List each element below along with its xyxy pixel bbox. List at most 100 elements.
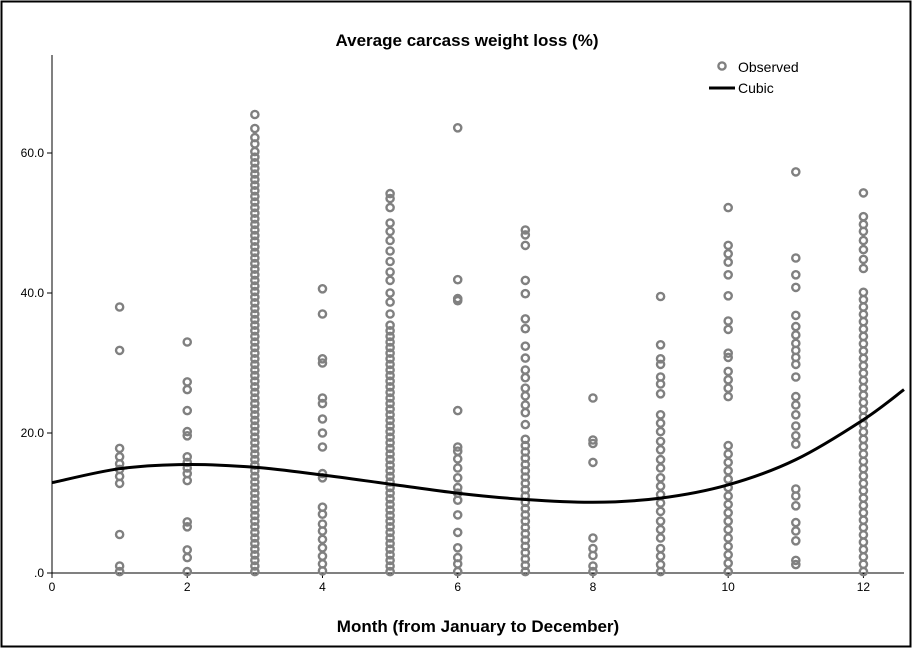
observed-point [791, 372, 801, 382]
observed-point [723, 290, 733, 301]
observed-point [791, 430, 801, 441]
observed-point [250, 264, 260, 275]
observed-point [250, 213, 260, 224]
observed-point [250, 314, 260, 325]
observed-point [385, 309, 395, 319]
observed-point [385, 370, 395, 381]
observed-point [250, 421, 260, 431]
observed-point [182, 426, 193, 437]
observed-point [385, 561, 395, 571]
x-axis-label: Month (from January to December) [337, 617, 619, 636]
observed-point [182, 468, 193, 479]
observed-point [250, 191, 260, 202]
observed-point [250, 169, 260, 179]
observed-point [655, 454, 666, 465]
observed-point [520, 230, 531, 240]
observed-point [250, 550, 260, 560]
observed-point [791, 555, 801, 566]
observed-point [588, 566, 598, 577]
x-tick-label: 8 [590, 580, 597, 594]
observed-point [858, 235, 869, 246]
observed-point [250, 185, 260, 196]
observed-point [791, 484, 801, 494]
observed-point [317, 393, 328, 403]
observed-point [250, 342, 260, 353]
observed-point [182, 545, 193, 555]
observed-point [250, 365, 260, 375]
observed-point [250, 376, 260, 387]
observed-point [452, 463, 463, 473]
observed-point [250, 561, 260, 571]
observed-point [250, 320, 260, 331]
observed-point [791, 167, 801, 177]
observed-point [385, 267, 395, 277]
observed-point [385, 331, 395, 342]
observed-point [858, 188, 869, 198]
observed-point [858, 254, 869, 265]
observed-point [655, 481, 666, 492]
x-tick-label: 10 [722, 580, 736, 594]
observed-point [385, 359, 395, 370]
observed-point [250, 359, 260, 370]
observed-point [250, 482, 260, 493]
chart-title: Average carcass weight loss (%) [336, 31, 599, 50]
observed-point [250, 381, 260, 392]
observed-point [385, 404, 395, 415]
y-tick-label: .0 [34, 566, 44, 580]
observed-point [791, 559, 801, 570]
observed-point [791, 282, 801, 293]
observed-point [385, 393, 395, 403]
observed-point [250, 297, 260, 308]
observed-point [385, 544, 395, 555]
observed-point [385, 522, 395, 532]
observed-point [520, 419, 531, 430]
observed-point [385, 421, 395, 431]
observed-point [317, 353, 328, 364]
observed-point [385, 527, 395, 538]
observed-point [385, 471, 395, 482]
x-tick-label: 0 [49, 580, 56, 594]
observed-point [452, 274, 463, 285]
observed-point [385, 409, 395, 420]
observed-point [791, 409, 801, 420]
observed-point [182, 522, 193, 532]
observed-point [452, 527, 463, 538]
observed-point [791, 517, 801, 528]
observed-point [385, 387, 395, 398]
observed-point [588, 435, 598, 445]
observed-point [520, 275, 531, 286]
y-tick-label: 40.0 [21, 286, 45, 300]
observed-point [791, 391, 801, 402]
plot-area [52, 55, 904, 573]
observed-point [791, 253, 801, 263]
observed-point [250, 123, 260, 134]
observed-point [250, 152, 260, 162]
observed-point [385, 488, 395, 499]
observed-point [250, 348, 260, 359]
observed-point [250, 208, 260, 218]
observed-point [250, 488, 260, 499]
observed-point [250, 337, 260, 347]
observed-point [250, 157, 260, 168]
y-axis-ticks: .0 20.0 40.0 60.0 [21, 146, 52, 580]
observed-point [655, 516, 666, 527]
observed-point [723, 348, 733, 359]
x-tick-label: 12 [857, 580, 871, 594]
observed-point [250, 499, 260, 510]
observed-point [385, 454, 395, 465]
observed-point [317, 502, 328, 513]
observed-point [858, 211, 869, 222]
observed-point [520, 365, 531, 375]
observed-point [723, 541, 733, 552]
observed-point [182, 457, 193, 468]
legend-cubic-label: Cubic [738, 80, 774, 96]
observed-point [317, 414, 328, 424]
x-axis-ticks: 0 2 4 6 8 10 12 [49, 573, 871, 594]
observed-point [452, 405, 463, 416]
observed-point [723, 257, 733, 268]
observed-point [250, 409, 260, 420]
observed-point [385, 432, 395, 443]
observed-point [452, 552, 463, 563]
observed-point [250, 477, 260, 487]
observed-point [520, 383, 531, 394]
